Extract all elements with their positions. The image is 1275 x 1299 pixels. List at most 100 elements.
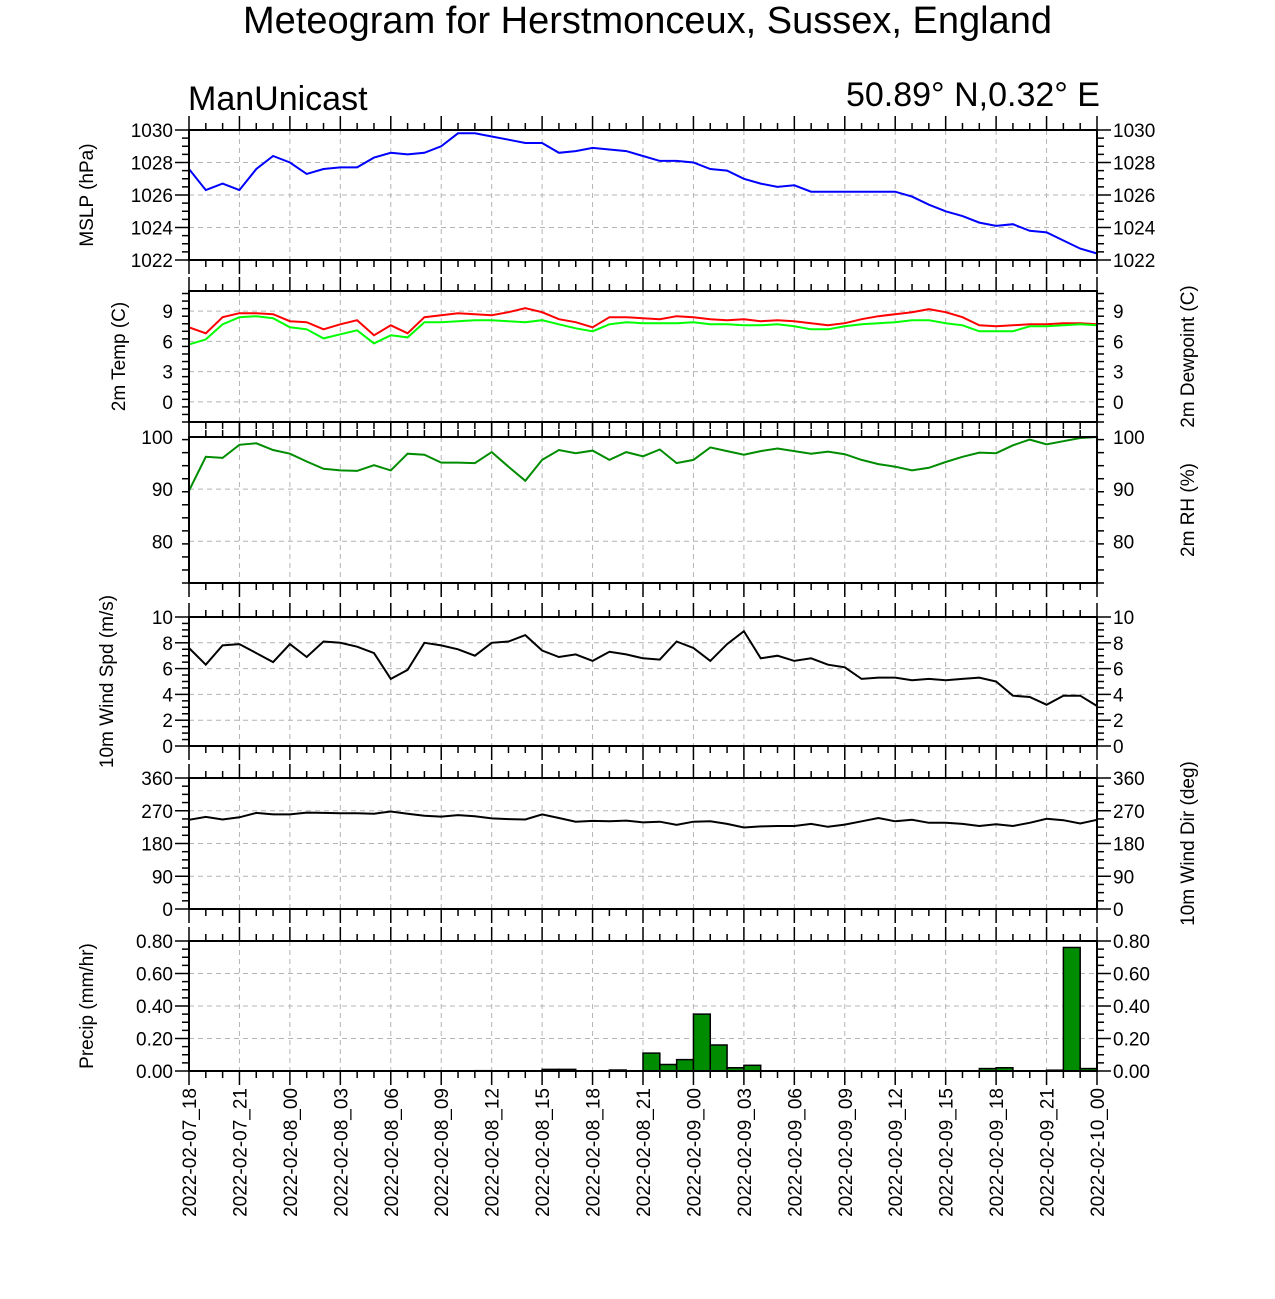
y-tick-label-left: 9 [162,302,173,323]
y-tick-label-right: 9 [1113,302,1124,323]
y-tick-label-left: 100 [141,428,173,449]
series-line-temp-0 [188,307,1098,337]
y-tick-label-right: 0.60 [1113,965,1150,986]
y-tick-label-right: 6 [1113,660,1124,681]
series-line-rh [188,436,1098,492]
x-time-label: 2022-02-08_18 [584,1088,605,1217]
x-time-label: 2022-02-07_21 [230,1088,251,1217]
x-time-label: 2022-02-08_21 [634,1088,655,1217]
y-axis-title-left: Precip (mm/hr) [77,943,98,1069]
y-axis-title-right: 10m Wind Dir (deg) [1178,761,1199,926]
y-tick-label-right: 0 [1113,737,1124,758]
y-axis-title-left: 2m Temp (C) [109,302,130,411]
y-tick-label-left: 10 [152,608,173,629]
y-tick-label-right: 0 [1113,900,1124,921]
precip-bar [675,1058,695,1072]
panel-mslp: 1022 1022 1024 1024 1026 1026 1028 1028 1030 1030… [77,116,1156,274]
panel-temp: 0 0 3 3 6 6 9 9 2m Temp (C) 2m Dewpoint (C) [109,277,1199,436]
precip-bar [1062,946,1081,1072]
y-tick-label-right: 2 [1113,711,1124,732]
y-tick-label-left: 360 [141,769,173,790]
x-time-label: 2022-02-08_06 [382,1088,403,1217]
y-axis-title-right: 2m RH (%) [1178,463,1199,557]
y-tick-label-left: 1022 [131,251,173,272]
y-tick-label-right: 80 [1113,532,1134,553]
y-tick-label-right: 360 [1113,769,1145,790]
y-tick-label-left: 0.00 [136,1062,173,1083]
panel-wind_speed: 0 0 2 2 4 4 6 6 8 8 10 10 10m Wind Spd (m/s) [97,595,1134,768]
x-time-label: 2022-02-09_00 [684,1088,705,1217]
y-tick-label-right: 8 [1113,634,1124,655]
y-tick-label-right: 1022 [1113,251,1155,272]
precip-bar [642,1052,661,1072]
panel-precip: 0.00 0.00 0.20 0.20 0.40 0.40 0.60 0.60 0.80 0.80… [77,927,1150,1085]
y-tick-label-right: 0.00 [1113,1062,1150,1083]
y-tick-label-left: 90 [152,867,173,888]
y-tick-label-left: 0.20 [136,1030,173,1051]
y-tick-label-left: 0.60 [136,965,173,986]
y-tick-label-left: 6 [162,660,173,681]
x-time-label: 2022-02-09_03 [735,1088,756,1217]
x-time-label: 2022-02-09_06 [785,1088,806,1217]
precip-bar [692,1013,712,1072]
y-tick-label-right: 90 [1113,480,1134,501]
y-tick-label-right: 6 [1113,332,1124,353]
y-tick-label-right: 90 [1113,867,1134,888]
x-time-label: 2022-02-08_03 [331,1088,352,1217]
panel-wind_dir: 0 0 90 90 180 180 270 270 360 360 10m Wind Dir (de… [141,761,1199,926]
y-tick-label-left: 80 [152,532,173,553]
x-time-label: 2022-02-09_18 [987,1088,1008,1217]
series-line-mslp [188,132,1098,255]
y-tick-label-right: 10 [1113,608,1134,629]
y-tick-label-left: 90 [152,480,173,501]
y-tick-label-left: 2 [162,711,173,732]
y-tick-label-right: 1026 [1113,186,1155,207]
y-tick-label-left: 3 [162,363,173,384]
y-tick-label-left: 1028 [131,154,173,175]
y-tick-label-left: 0 [162,737,173,758]
y-axis-title-right: 2m Dewpoint (C) [1178,285,1199,428]
x-time-label: 2022-02-09_21 [1038,1088,1059,1217]
x-time-label: 2022-02-10_00 [1088,1088,1109,1217]
y-tick-label-left: 1024 [131,219,174,240]
x-time-label: 2022-02-08_15 [533,1088,554,1217]
y-tick-label-right: 3 [1113,363,1124,384]
x-time-label: 2022-02-07_18 [180,1088,201,1217]
y-axis-title-left: MSLP (hPa) [77,143,98,246]
x-time-label: 2022-02-08_12 [483,1088,504,1217]
y-tick-label-right: 1028 [1113,154,1155,175]
x-time-label: 2022-02-08_00 [281,1088,302,1217]
y-axis-title-left: 10m Wind Spd (m/s) [97,595,118,768]
y-tick-label-right: 0 [1113,393,1124,414]
y-tick-label-right: 180 [1113,835,1145,856]
y-tick-label-left: 0 [162,900,173,921]
series-line-wind_dir [188,810,1098,829]
y-tick-label-right: 1030 [1113,121,1155,142]
y-tick-label-left: 4 [162,685,173,706]
x-time-labels: 2022-02-07_18 2022-02-07_21 2022-02-08_00 2… [180,1088,1109,1217]
x-time-label: 2022-02-09_09 [836,1088,857,1217]
precip-bar [709,1044,728,1072]
y-tick-label-right: 270 [1113,802,1145,823]
x-time-label: 2022-02-09_12 [886,1088,907,1217]
y-tick-label-left: 0 [162,393,173,414]
model-name: ManUnicast [188,80,368,118]
x-time-label: 2022-02-09_15 [937,1088,958,1217]
series-line-temp-1 [188,315,1098,346]
y-tick-label-left: 1026 [131,186,173,207]
panel-rh: 80 80 90 90 100 100 2m RH (%) [141,423,1199,597]
y-tick-label-left: 0.80 [136,932,173,953]
y-tick-label-left: 270 [141,802,173,823]
y-tick-label-left: 1030 [131,121,173,142]
page-title: Meteogram for Herstmonceux, Sussex, Engl… [243,0,1052,42]
y-tick-label-left: 6 [162,332,173,353]
y-tick-label-right: 4 [1113,685,1124,706]
x-time-label: 2022-02-08_09 [432,1088,453,1217]
y-tick-label-right: 0.40 [1113,997,1150,1018]
location-coordinates: 50.89° N,0.32° E [845,76,1100,114]
y-tick-label-right: 100 [1113,428,1145,449]
y-tick-label-left: 0.40 [136,997,173,1018]
y-tick-label-left: 180 [141,835,173,856]
y-tick-label-right: 0.20 [1113,1030,1150,1051]
